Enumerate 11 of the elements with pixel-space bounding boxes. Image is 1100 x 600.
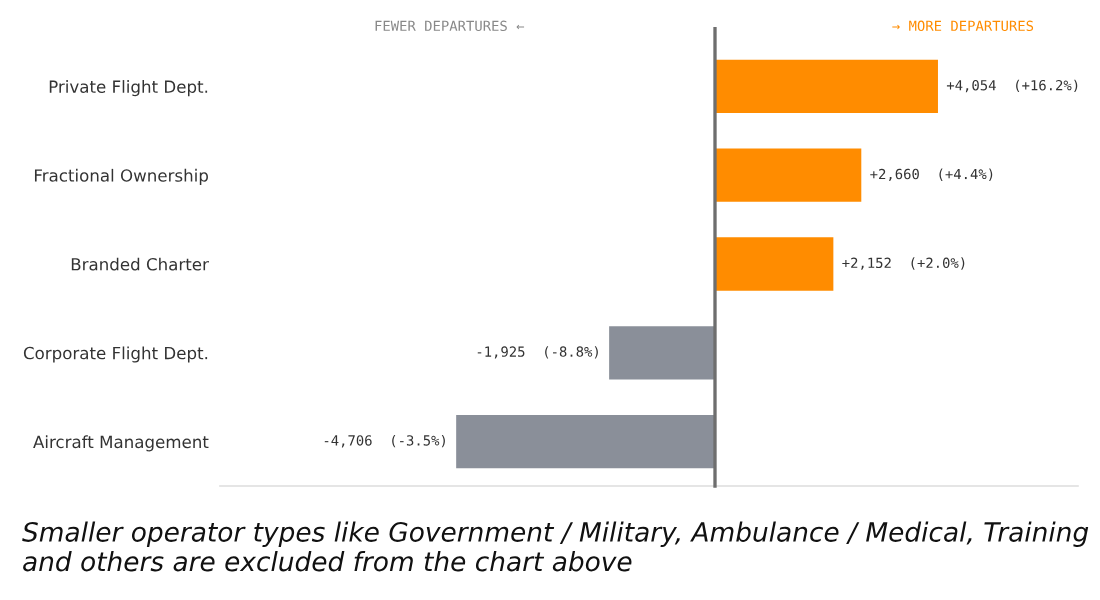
text: Smaller operator types like Government / Military, Ambulance / Medical, Training and others are excluded from the chart above — [22, 521, 1089, 572]
bar — [715, 59, 938, 114]
bar — [609, 326, 715, 380]
bar — [715, 148, 862, 202]
y-tick-label: Fractional Ownership — [34, 168, 208, 185]
bar — [715, 237, 834, 291]
bar — [456, 414, 715, 469]
y-tick-label: Aircraft Management — [33, 435, 209, 452]
y-tick-label: Private Flight Dept. — [49, 80, 208, 97]
y-tick-label: Branded Charter — [71, 257, 209, 271]
y-tick-label: Corporate Flight Dept. — [23, 346, 208, 363]
